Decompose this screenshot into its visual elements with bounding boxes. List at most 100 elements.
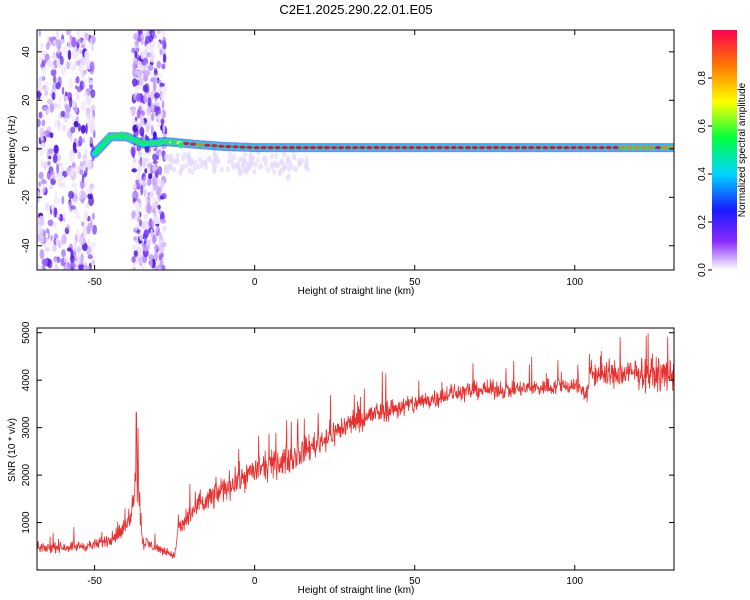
colorbar-tick-label: 0.6 bbox=[697, 119, 708, 133]
noise-speckle bbox=[76, 228, 80, 235]
noise-speckle bbox=[283, 163, 288, 170]
spectrogram-x-ticks: -50 0 50 100 bbox=[87, 30, 584, 288]
noise-speckle bbox=[145, 35, 150, 45]
noise-speckle bbox=[136, 93, 141, 102]
noise-speckle bbox=[192, 165, 197, 172]
noise-speckle bbox=[130, 146, 136, 157]
noise-speckle bbox=[156, 41, 161, 48]
noise-speckle bbox=[85, 107, 91, 116]
track-blob bbox=[111, 132, 118, 139]
noise-speckle bbox=[290, 164, 295, 171]
noise-speckle bbox=[71, 36, 77, 48]
snr-x-ticks: -50 0 50 100 bbox=[87, 328, 584, 587]
noise-speckle bbox=[70, 126, 76, 134]
noise-speckle bbox=[72, 61, 77, 69]
noise-speckle bbox=[151, 219, 155, 228]
noise-speckle bbox=[274, 153, 279, 160]
noise-speckle bbox=[37, 91, 40, 98]
noise-speckle bbox=[77, 38, 82, 45]
noise-speckle bbox=[162, 53, 167, 64]
noise-speckle bbox=[152, 153, 158, 161]
noise-speckle bbox=[61, 195, 65, 205]
noise-speckle bbox=[66, 247, 72, 252]
spectrogram-noise bbox=[37, 30, 310, 270]
noise-speckle bbox=[82, 159, 86, 166]
spectrogram-x-axis-label: Height of straight line (km) bbox=[298, 286, 415, 297]
noise-speckle bbox=[88, 38, 93, 48]
track-blob bbox=[225, 145, 232, 149]
track-blob bbox=[471, 146, 479, 150]
noise-speckle bbox=[71, 49, 75, 56]
track-blob bbox=[506, 146, 514, 150]
noise-speckle bbox=[132, 157, 137, 163]
snr-x-axis-label: Height of straight line (km) bbox=[298, 585, 415, 596]
noise-speckle bbox=[89, 61, 95, 73]
track-blob bbox=[619, 146, 626, 150]
noise-speckle bbox=[68, 201, 73, 212]
noise-speckle bbox=[291, 153, 296, 160]
noise-speckle bbox=[91, 241, 97, 246]
snr-x-tick-label: 50 bbox=[409, 576, 421, 587]
noise-speckle bbox=[80, 124, 86, 134]
noise-speckle bbox=[269, 153, 274, 160]
noise-speckle bbox=[40, 42, 44, 50]
spectrogram-y-axis-label: Frequency (Hz) bbox=[7, 116, 18, 185]
noise-speckle bbox=[57, 103, 62, 110]
noise-speckle bbox=[37, 142, 40, 148]
noise-speckle bbox=[76, 30, 82, 38]
noise-speckle bbox=[38, 171, 44, 180]
noise-speckle bbox=[138, 203, 141, 209]
snr-x-tick-label: 100 bbox=[566, 576, 583, 587]
noise-speckle bbox=[38, 75, 45, 82]
noise-speckle bbox=[67, 106, 71, 113]
noise-speckle bbox=[149, 192, 155, 202]
noise-speckle bbox=[61, 39, 65, 44]
noise-speckle bbox=[82, 153, 88, 160]
noise-speckle bbox=[89, 183, 95, 189]
noise-speckle bbox=[38, 265, 43, 270]
noise-speckle bbox=[149, 257, 153, 269]
track-blob bbox=[584, 146, 591, 150]
noise-speckle bbox=[264, 160, 268, 167]
noise-speckle bbox=[87, 76, 91, 83]
track-blob bbox=[267, 146, 274, 150]
noise-speckle bbox=[91, 259, 96, 265]
noise-speckle bbox=[50, 63, 56, 71]
noise-speckle bbox=[43, 242, 47, 248]
noise-speckle bbox=[158, 166, 163, 176]
noise-speckle bbox=[132, 33, 138, 40]
noise-speckle bbox=[60, 175, 65, 181]
noise-speckle bbox=[153, 196, 158, 201]
noise-speckle bbox=[150, 228, 154, 237]
noise-speckle bbox=[266, 166, 270, 173]
noise-speckle bbox=[243, 168, 248, 175]
noise-speckle bbox=[159, 82, 165, 87]
noise-speckle bbox=[143, 206, 147, 212]
noise-speckle bbox=[46, 126, 52, 132]
track-blob bbox=[197, 143, 204, 147]
noise-speckle bbox=[133, 250, 138, 257]
noise-speckle bbox=[143, 93, 149, 104]
noise-speckle bbox=[178, 170, 183, 177]
track-blob bbox=[178, 142, 184, 149]
noise-speckle bbox=[88, 137, 94, 144]
track-blob bbox=[183, 141, 190, 146]
noise-speckle bbox=[279, 167, 284, 174]
noise-speckle bbox=[156, 30, 161, 34]
spectrogram-y-tick-label: -20 bbox=[21, 190, 32, 205]
noise-speckle bbox=[143, 122, 150, 127]
noise-speckle bbox=[68, 167, 74, 174]
colorbar-gradient bbox=[712, 30, 737, 270]
snr-y-axis-label: SNR (10 * v/v) bbox=[7, 418, 18, 482]
noise-speckle bbox=[257, 164, 262, 171]
noise-speckle bbox=[40, 182, 46, 194]
noise-speckle bbox=[161, 109, 167, 119]
noise-speckle bbox=[148, 218, 153, 229]
noise-speckle bbox=[58, 240, 62, 249]
noise-speckle bbox=[58, 95, 62, 103]
noise-speckle bbox=[132, 266, 137, 270]
noise-speckle bbox=[148, 173, 153, 180]
noise-speckle bbox=[243, 157, 247, 164]
noise-speckle bbox=[143, 229, 149, 239]
noise-speckle bbox=[138, 151, 143, 156]
